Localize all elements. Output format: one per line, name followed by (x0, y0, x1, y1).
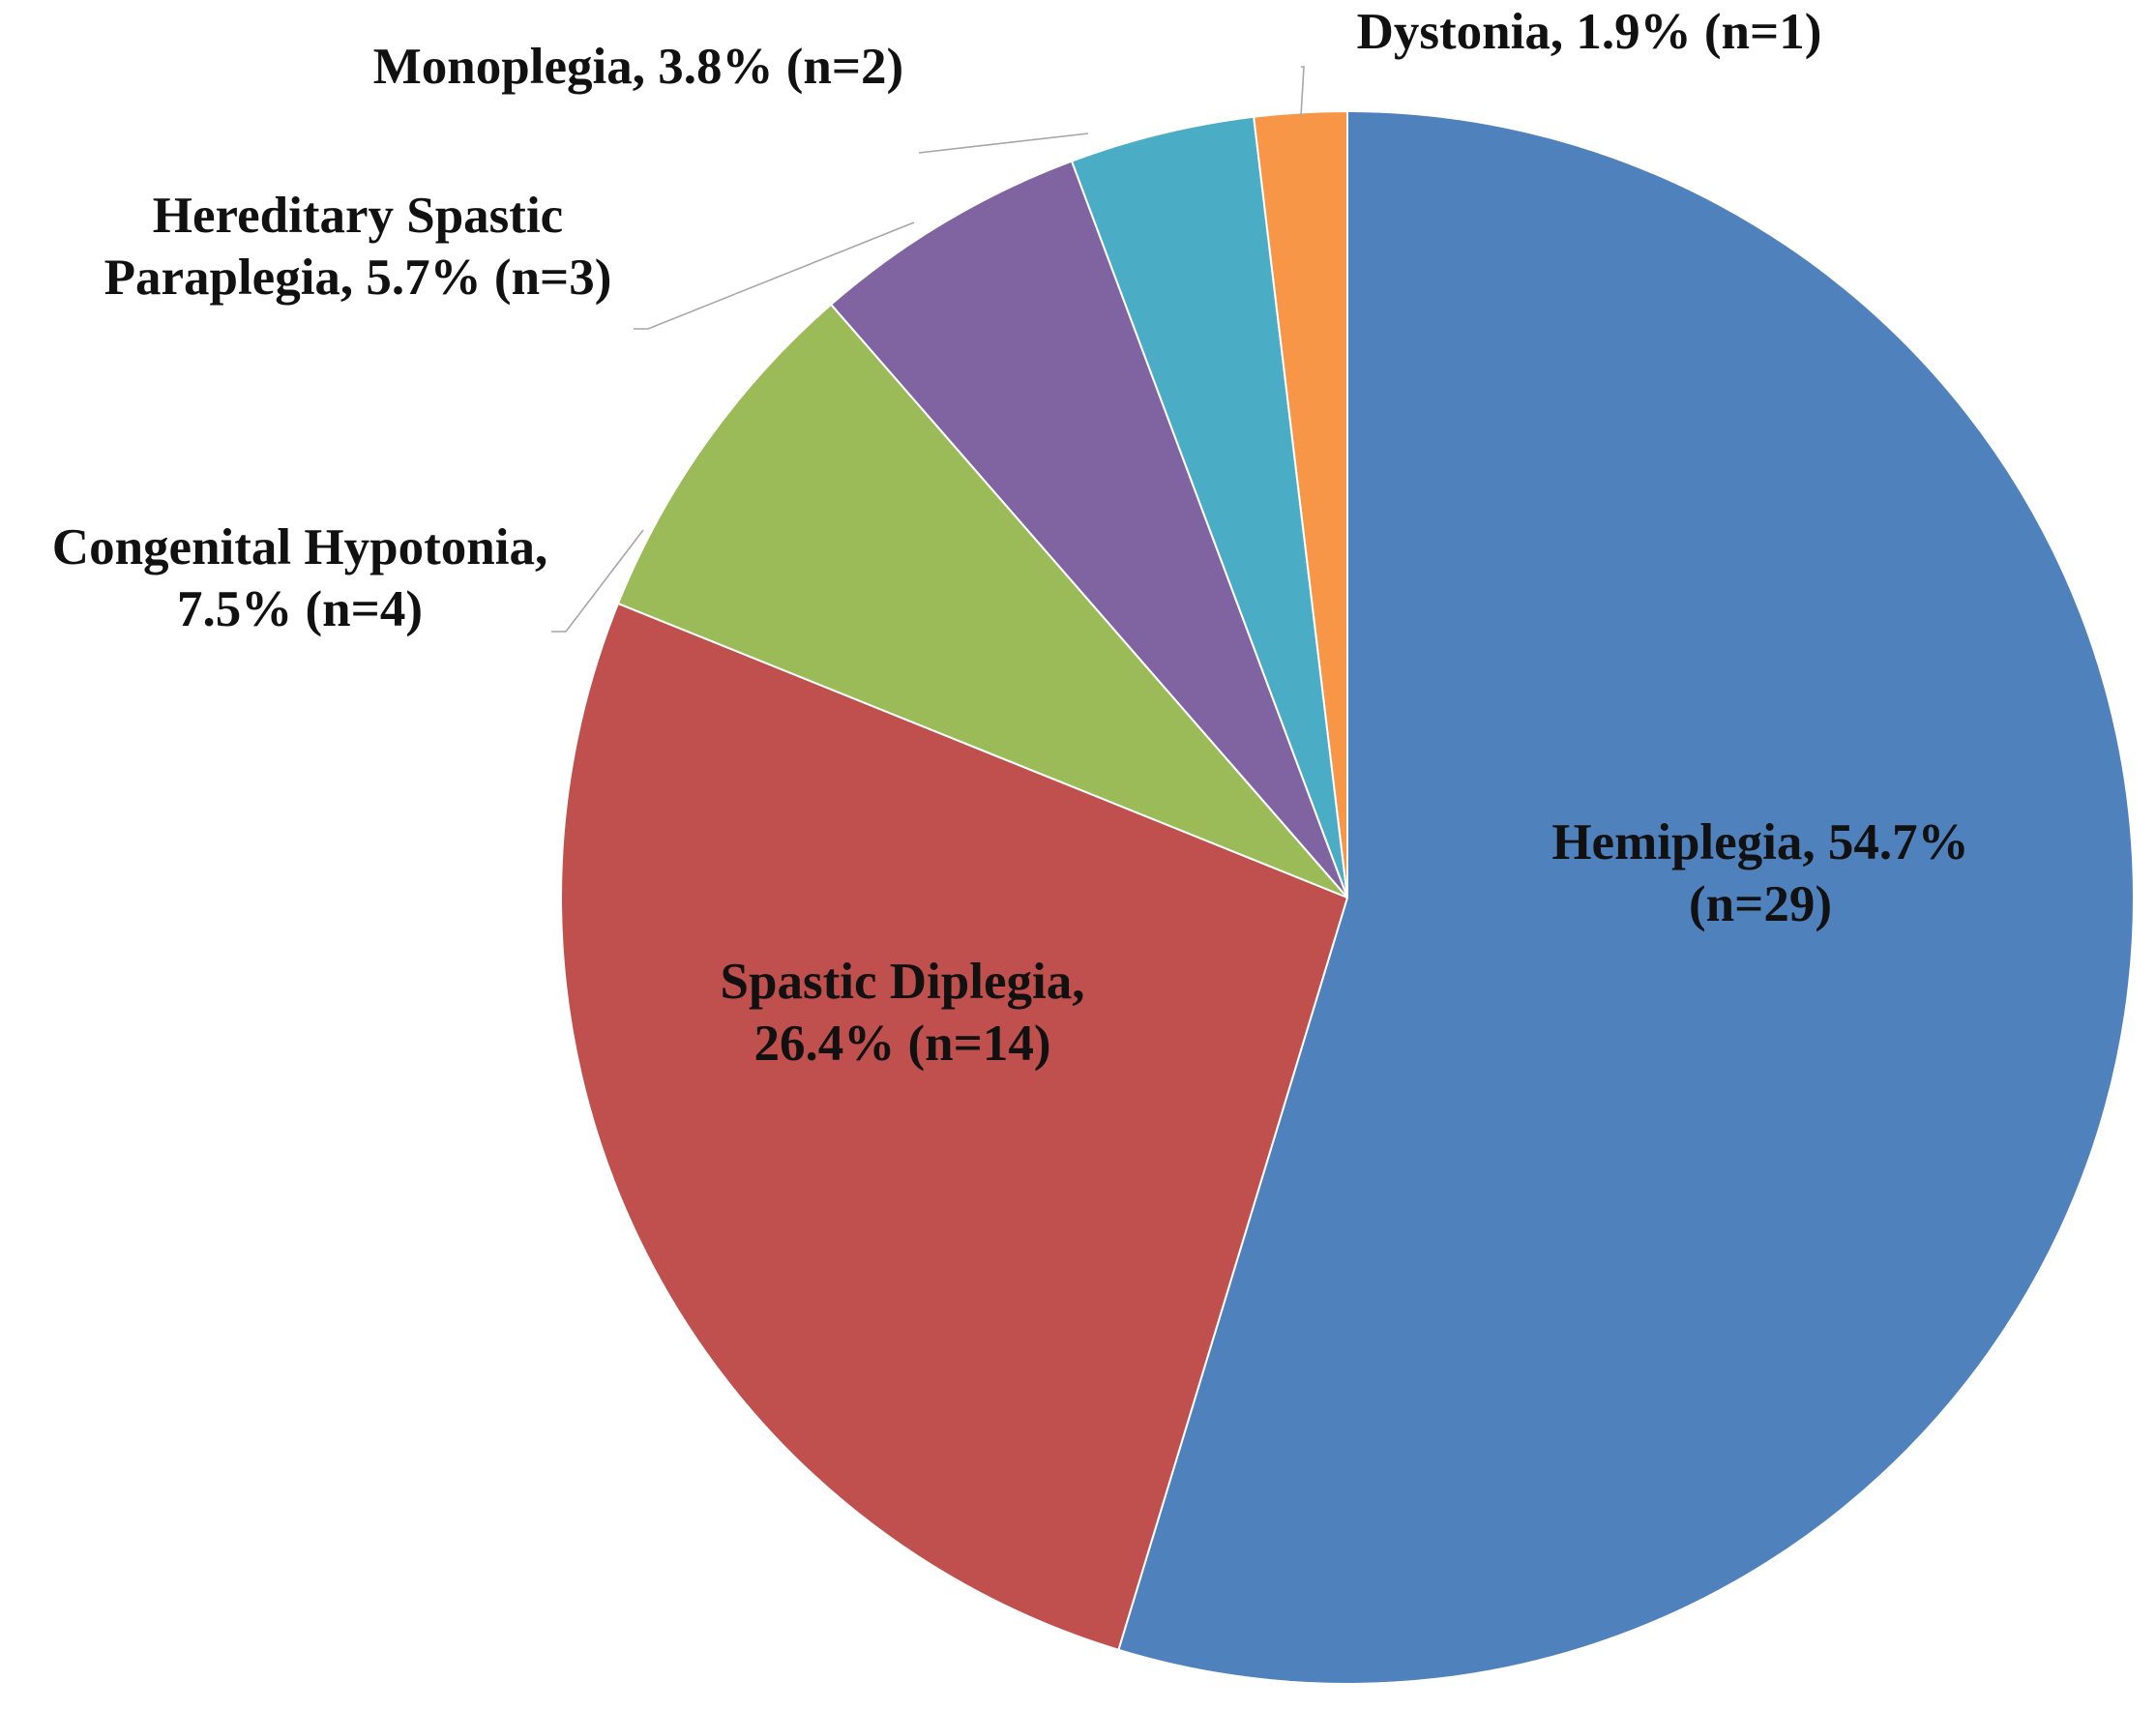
data-label-congenital-hypotonia: Congenital Hypotonia, 7.5% (n=4) (52, 519, 547, 637)
slice-spastic-diplegia (560, 602, 1349, 1652)
data-label-line: Dystonia, 1.9% (n=1) (1357, 4, 1822, 60)
data-label-line: Congenital Hypotonia, (52, 519, 547, 575)
slice-labels: Hemiplegia, 54.7% (n=29) Spastic Diplegia,… (52, 4, 1969, 1072)
data-label-line: Paraplegia, 5.7% (n=3) (104, 250, 612, 306)
leader-line-dystonia (1300, 66, 1305, 117)
data-label-line: Hereditary Spastic (153, 188, 563, 244)
slice-hemiplegia (1117, 109, 2135, 1685)
data-label-line: Hemiplegia, 54.7% (1551, 814, 1968, 870)
data-label-dystonia: Dystonia, 1.9% (n=1) (1357, 4, 1822, 60)
data-label-hereditary-spastic-paraplegia: Hereditary Spastic Paraplegia, 5.7% (n=3) (104, 188, 612, 306)
slice-monoplegia (1070, 115, 1348, 899)
leader-line-monoplegia (918, 133, 1089, 154)
leader-lines (551, 66, 1305, 633)
data-label-spastic-diplegia: Spastic Diplegia, 26.4% (n=14) (721, 954, 1085, 1072)
data-label-monoplegia: Monoplegia, 3.8% (n=2) (373, 39, 903, 95)
data-label-line: 26.4% (n=14) (754, 1016, 1051, 1072)
data-label-line: 7.5% (n=4) (177, 581, 423, 637)
data-label-line: Monoplegia, 3.8% (n=2) (373, 39, 903, 95)
leader-line-hereditary-spastic-paraplegia (634, 221, 915, 330)
slice-hereditary-spastic-paraplegia (829, 160, 1348, 899)
data-label-line: Spastic Diplegia, (721, 954, 1085, 1010)
leader-line-congenital-hypotonia (551, 529, 644, 633)
slice-congenital-hypotonia (616, 303, 1348, 899)
data-label-hemiplegia: Hemiplegia, 54.7% (n=29) (1551, 814, 1968, 932)
pie-slices (560, 109, 2135, 1685)
data-label-line: (n=29) (1689, 876, 1832, 932)
